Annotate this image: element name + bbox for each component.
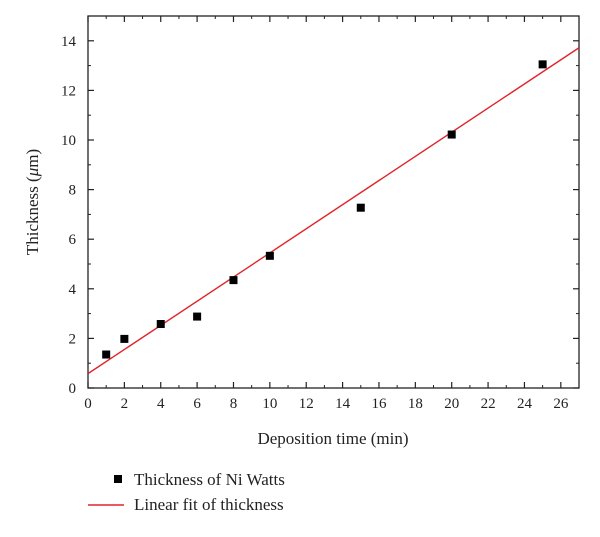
y-axis-title-prefix: Thickness ( [23, 176, 42, 255]
x-axis: 0 2 4 6 8 10 12 14 16 18 20 22 24 26 [84, 16, 569, 412]
data-point [229, 276, 238, 285]
x-tick-label: 0 [84, 396, 92, 412]
y-tick-label: 10 [61, 133, 76, 149]
legend-marker-square [114, 475, 122, 483]
data-point [156, 320, 165, 329]
x-axis-title: Deposition time (min) [257, 429, 408, 448]
y-tick-label: 2 [69, 331, 77, 347]
data-point [120, 334, 129, 343]
x-tick-label: 16 [371, 396, 387, 412]
y-axis: 0 2 4 6 8 10 12 14 [61, 15, 579, 397]
y-tick-label: 4 [69, 282, 77, 298]
data-point [265, 251, 274, 260]
x-tick-label: 18 [408, 396, 423, 412]
y-tick-label: 14 [61, 34, 77, 50]
y-axis-title-suffix: m) [23, 149, 42, 168]
legend: Thickness of Ni Watts Linear fit of thic… [88, 470, 285, 514]
y-tick-label: 8 [69, 183, 77, 199]
y-tick-label: 0 [69, 381, 77, 397]
data-point [102, 350, 111, 359]
y-tick-label: 6 [69, 232, 77, 248]
x-tick-label: 6 [193, 396, 201, 412]
plot-frame [87, 15, 580, 389]
y-axis-title: Thickness (μm) [23, 149, 42, 255]
x-tick-label: 10 [262, 396, 277, 412]
data-point [538, 60, 547, 69]
data-point [356, 203, 365, 212]
plot-area [87, 47, 580, 375]
data-point [193, 312, 202, 321]
x-tick-label: 20 [444, 396, 459, 412]
series-line-linear-fit [87, 47, 580, 375]
legend-label-line: Linear fit of thickness [134, 495, 284, 514]
legend-label-scatter: Thickness of Ni Watts [134, 470, 285, 489]
x-tick-label: 4 [157, 396, 165, 412]
y-tick-label: 12 [61, 83, 76, 99]
x-tick-label: 12 [299, 396, 314, 412]
x-tick-label: 14 [335, 396, 351, 412]
x-tick-label: 2 [121, 396, 129, 412]
x-tick-label: 8 [230, 396, 238, 412]
x-tick-label: 24 [517, 396, 533, 412]
x-tick-label: 22 [481, 396, 496, 412]
y-axis-title-unit: μ [23, 168, 42, 178]
x-tick-label: 26 [553, 396, 569, 412]
data-point [447, 130, 456, 139]
